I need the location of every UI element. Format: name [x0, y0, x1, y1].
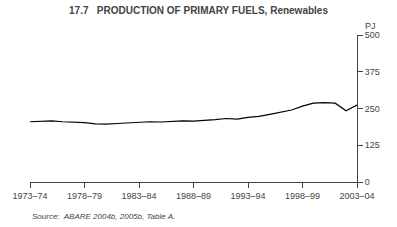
- svg-text:1983–84: 1983–84: [121, 191, 156, 201]
- svg-text:1973–74: 1973–74: [12, 191, 47, 201]
- svg-text:1998–99: 1998–99: [285, 191, 320, 201]
- svg-text:375: 375: [365, 67, 380, 77]
- svg-text:0: 0: [365, 177, 370, 187]
- svg-text:2003–04: 2003–04: [339, 191, 374, 201]
- svg-text:Source: ABARE 2004b, 2005b, T: Source: ABARE 2004b, 2005b, Table A.: [32, 212, 175, 221]
- svg-text:PJ: PJ: [365, 21, 376, 31]
- svg-text:1978–79: 1978–79: [67, 191, 102, 201]
- svg-text:250: 250: [365, 104, 380, 114]
- svg-text:125: 125: [365, 140, 380, 150]
- svg-text:17.7 PRODUCTION OF PRIMARY F: 17.7 PRODUCTION OF PRIMARY FUELS, Renewa…: [69, 5, 328, 16]
- svg-text:1988–89: 1988–89: [176, 191, 211, 201]
- svg-text:500: 500: [365, 30, 380, 40]
- svg-text:1993–94: 1993–94: [230, 191, 265, 201]
